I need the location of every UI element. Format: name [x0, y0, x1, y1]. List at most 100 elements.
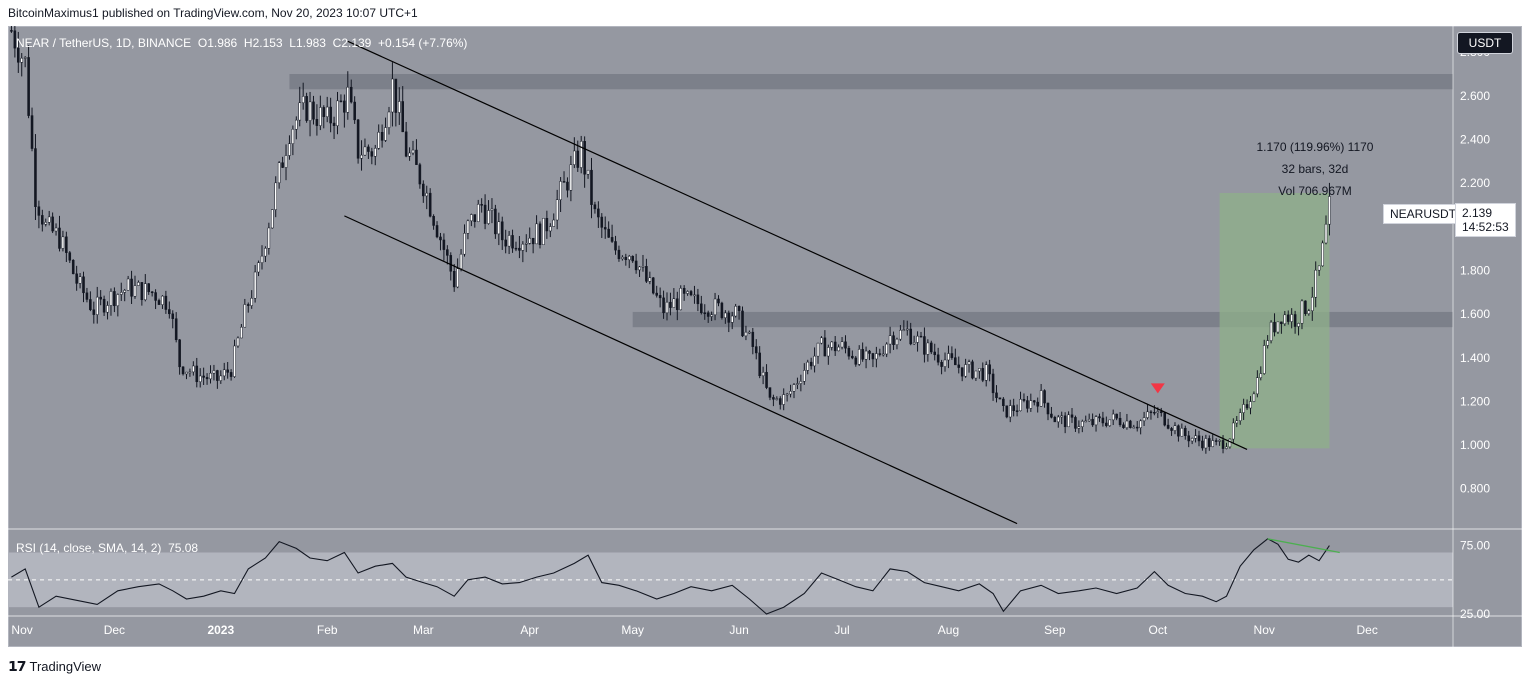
candle-body [816, 342, 820, 357]
candle-body [854, 357, 858, 365]
candle-body [641, 266, 645, 268]
candle-body [1043, 390, 1046, 404]
candle-body [916, 335, 919, 343]
candle-body [58, 227, 61, 249]
currency-button[interactable]: USDT [1457, 32, 1513, 54]
candle-body [463, 233, 466, 255]
candle-body [1015, 410, 1019, 412]
candle-body [514, 247, 518, 250]
candle-body [466, 220, 470, 234]
candle-body [1039, 390, 1043, 407]
candle-body [741, 310, 744, 337]
candle-body [957, 364, 961, 368]
candle-body [662, 297, 665, 314]
x-tick-label: Nov [1254, 623, 1275, 637]
candle-body [432, 216, 435, 226]
candle-body [343, 100, 346, 113]
published-header: BitcoinMaximus1 published on TradingView… [8, 6, 418, 20]
candle-body [645, 266, 648, 282]
candle-body [1280, 321, 1283, 325]
candle-body [92, 309, 96, 315]
measure-label: 1.170 (119.96%) 1170 32 bars, 32d Vol 70… [1220, 136, 1410, 202]
candle-body [799, 381, 803, 384]
candle-body [840, 341, 844, 348]
candle-body [209, 372, 212, 380]
candle-body [538, 223, 542, 245]
candle-body [679, 287, 683, 311]
candle-body [305, 96, 308, 121]
candle-body [257, 262, 260, 273]
candle-body [552, 219, 556, 227]
candle-body [603, 227, 607, 230]
rsi-params: RSI (14, close, SMA, 14, 2) [16, 541, 162, 555]
measure-volume: Vol 706.967M [1278, 184, 1352, 198]
candle-body [47, 216, 51, 223]
candle-body [1273, 321, 1276, 333]
rsi-divergence-line [1267, 538, 1340, 554]
candle-body [566, 181, 569, 191]
rsi-tick-label: 75.00 [1460, 539, 1490, 553]
candle-body [617, 249, 621, 260]
candle-body [586, 169, 590, 175]
candle-body [1026, 400, 1029, 409]
candle-body [449, 255, 453, 272]
candle-body [930, 342, 933, 353]
candle-body [23, 57, 27, 59]
price-chart[interactable]: 2.8002.6002.4002.2002.0001.8001.6001.400… [8, 26, 1522, 647]
candle-body [1008, 405, 1012, 418]
candle-body [1050, 413, 1053, 418]
candle-body [298, 102, 302, 121]
candle-body [703, 312, 707, 315]
candle-body [658, 295, 662, 299]
candle-body [857, 349, 861, 365]
candle-body [422, 183, 425, 197]
y-tick-label: 1.600 [1460, 307, 1490, 321]
candle-body [820, 337, 823, 344]
candle-body [634, 260, 638, 271]
candle-body [1036, 401, 1039, 407]
candle-body [243, 304, 247, 328]
candle-body [902, 329, 906, 331]
rsi-line [11, 538, 1330, 615]
footer-brand[interactable]: 𝟭𝟳 TradingView [8, 658, 101, 675]
candle-body [1184, 427, 1187, 436]
candle-body [713, 298, 717, 316]
candle-body [885, 343, 888, 355]
candle-body [1232, 422, 1235, 440]
candle-body [473, 214, 477, 222]
candle-body [761, 372, 765, 377]
candle-body [140, 282, 144, 301]
candle-body [329, 106, 332, 124]
candle-body [380, 131, 384, 141]
candle-body [1324, 223, 1328, 244]
candle-body [833, 341, 837, 352]
candle-body [1105, 422, 1108, 426]
candle-body [535, 223, 538, 245]
candle-body [621, 256, 624, 260]
candle-body [336, 100, 339, 126]
brand-name: TradingView [29, 659, 102, 674]
candle-body [1283, 314, 1287, 325]
candle-body [844, 341, 847, 349]
candle-body [500, 221, 504, 241]
candle-body [1139, 420, 1142, 428]
candle-body [717, 298, 720, 304]
candle-body [1214, 440, 1218, 442]
candle-body [778, 398, 782, 405]
candle-body [1262, 345, 1266, 374]
candle-body [978, 368, 981, 372]
candle-body [34, 148, 37, 207]
candle-body [813, 355, 816, 367]
candle-body [549, 226, 552, 232]
candle-body [408, 152, 411, 157]
candle-body [476, 204, 480, 222]
candle-body [1005, 405, 1009, 418]
candle-body [1238, 412, 1242, 422]
candle-body [1300, 300, 1304, 324]
candle-body [404, 131, 408, 157]
candle-body [185, 371, 188, 375]
candle-body [10, 30, 13, 32]
candle-body [346, 86, 350, 113]
candle-body [497, 221, 501, 235]
candle-body [1208, 438, 1211, 447]
